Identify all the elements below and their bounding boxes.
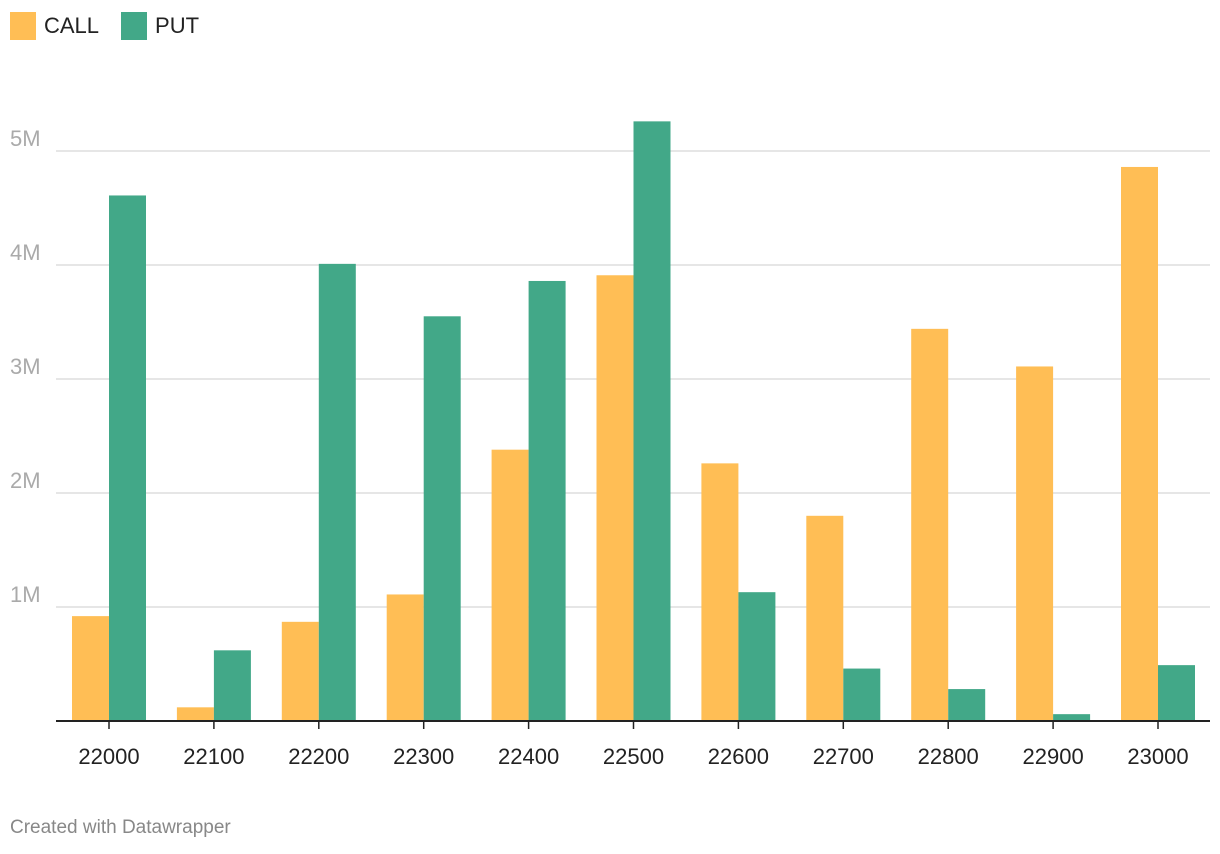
x-tick-label-22900: 22900 — [1023, 744, 1084, 769]
bar-call-22200 — [281, 621, 319, 721]
x-tick-label-22400: 22400 — [498, 744, 559, 769]
bars — [72, 121, 1195, 722]
bar-put-22800 — [948, 689, 986, 721]
bar-call-22900 — [1016, 366, 1054, 721]
bar-call-22400 — [491, 449, 529, 721]
chart-legend: CALL PUT — [10, 12, 199, 40]
legend-swatch-call — [10, 12, 36, 40]
legend-item-call: CALL — [10, 12, 99, 40]
bar-call-22500 — [596, 275, 634, 721]
bar-put-22300 — [423, 316, 461, 721]
x-tick-label-22100: 22100 — [183, 744, 244, 769]
y-tick-label: 1M — [10, 582, 41, 607]
legend-label-put: PUT — [155, 13, 200, 38]
x-tick-label-23000: 23000 — [1127, 744, 1188, 769]
y-tick-label: 4M — [10, 240, 41, 265]
bar-call-22700 — [806, 515, 844, 721]
bar-call-22800 — [911, 328, 949, 721]
bar-put-22000 — [109, 195, 146, 721]
bar-put-22100 — [213, 650, 251, 721]
x-axis — [56, 720, 1210, 729]
bar-call-22100 — [176, 707, 214, 721]
x-tick-label-22700: 22700 — [813, 744, 874, 769]
y-tick-label: 2M — [10, 468, 41, 493]
bar-call-22300 — [386, 594, 424, 721]
bar-put-23000 — [1158, 665, 1195, 721]
x-tick-label-22300: 22300 — [393, 744, 454, 769]
y-tick-label: 5M — [10, 126, 41, 151]
x-tick-label-22500: 22500 — [603, 744, 664, 769]
x-tick-label-22000: 22000 — [78, 744, 139, 769]
bar-put-22400 — [528, 280, 566, 721]
legend-label-call: CALL — [44, 13, 100, 38]
bar-put-22200 — [318, 263, 356, 721]
bar-put-22600 — [738, 592, 776, 721]
x-tick-label-22800: 22800 — [918, 744, 979, 769]
bar-put-22700 — [843, 668, 881, 721]
bar-put-22500 — [633, 121, 671, 722]
x-axis-tick-labels: 22000 22100 22200 22300 22400 22500 22600 22700… — [78, 744, 1188, 769]
y-axis-tick-labels: 1M 2M 3M 4M 5M — [10, 126, 41, 607]
bar-call-23000 — [1121, 166, 1158, 721]
x-tick-label-22600: 22600 — [708, 744, 769, 769]
footer-credit: Created with Datawrapper — [10, 817, 231, 838]
legend-item-put: PUT — [121, 12, 199, 40]
y-tick-label: 3M — [10, 354, 41, 379]
legend-swatch-put — [121, 12, 148, 40]
bar-put-22900 — [1053, 714, 1091, 721]
bar-call-22600 — [701, 463, 739, 721]
bar-call-22000 — [72, 616, 109, 721]
x-tick-label-22200: 22200 — [288, 744, 349, 769]
